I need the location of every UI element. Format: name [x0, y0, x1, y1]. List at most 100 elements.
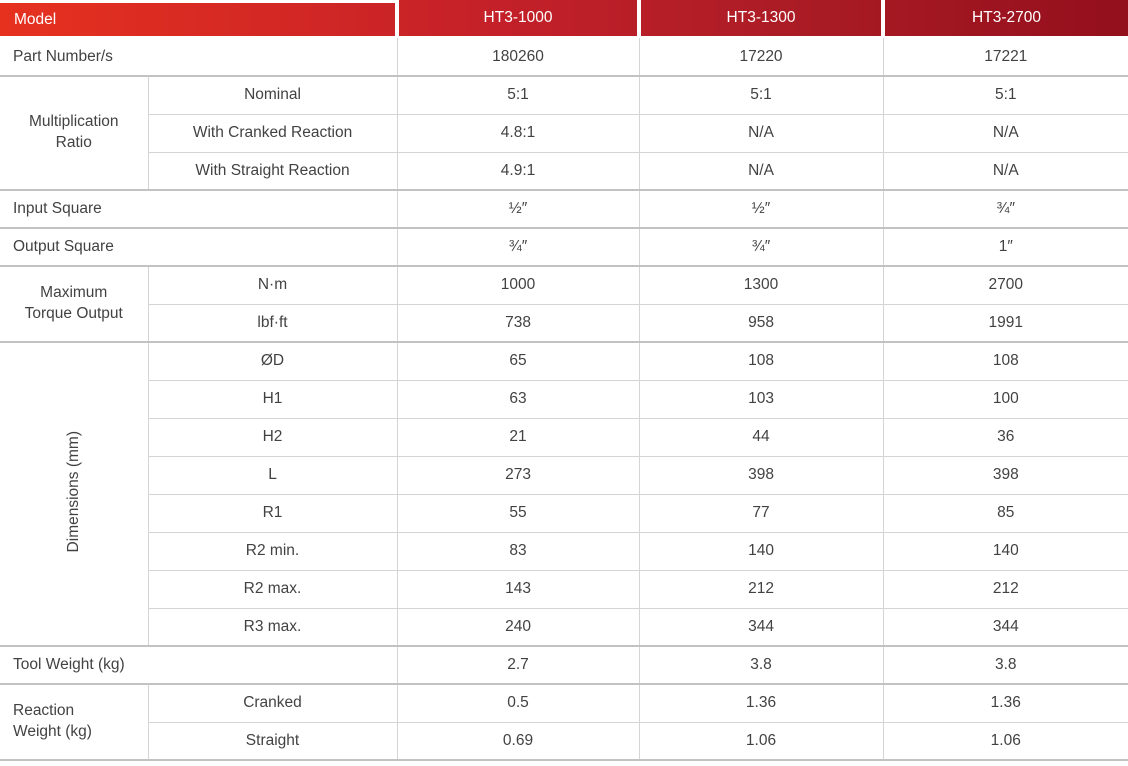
table-row: L 273 398 398 — [0, 455, 1128, 495]
value-cell: 0.69 — [396, 721, 640, 761]
value-cell: ¾″ — [882, 189, 1128, 229]
table-row: Output Square ¾″ ¾″ 1″ — [0, 227, 1128, 267]
value-cell: 344 — [882, 607, 1128, 647]
value-cell: 738 — [396, 303, 640, 343]
value-cell: 1″ — [882, 227, 1128, 267]
sub-row-label: R1 — [148, 493, 398, 533]
value-cell: 85 — [882, 493, 1128, 533]
table-row: R2 max. 143 212 212 — [0, 569, 1128, 609]
header-column-separator — [881, 0, 885, 36]
value-cell: 0.5 — [396, 683, 640, 723]
sub-row-label: L — [148, 455, 398, 495]
table-row: Reaction Weight (kg) Cranked 0.5 1.36 1.… — [0, 683, 1128, 761]
group-label-text: Multiplication Ratio — [28, 113, 119, 151]
sub-row-label: R3 max. — [148, 607, 398, 647]
value-cell: 36 — [882, 417, 1128, 457]
row-label: Output Square — [0, 227, 398, 267]
value-cell: 2.7 — [396, 645, 640, 685]
value-cell: 3.8 — [882, 645, 1128, 685]
table-row: With Straight Reaction 4.9:1 N/A N/A — [0, 151, 1128, 191]
value-cell: 273 — [396, 455, 640, 495]
spec-table-body: Part Number/s 180260 17220 17221 Multipl… — [0, 38, 1128, 761]
table-row: Maximum Torque Output N·m 1000 1300 2700 — [0, 265, 1128, 343]
group-label: Maximum Torque Output — [0, 265, 149, 343]
value-cell: 1300 — [638, 265, 884, 305]
sub-row-label: ØD — [147, 341, 398, 381]
value-cell: 2700 — [882, 265, 1128, 305]
sub-row-label: Nominal — [147, 75, 398, 115]
value-cell: ½″ — [638, 189, 884, 229]
value-cell: 212 — [638, 569, 884, 609]
value-cell: 398 — [882, 455, 1128, 495]
sub-row-label: N·m — [147, 265, 398, 305]
value-cell: 17220 — [638, 38, 884, 77]
table-row: H2 21 44 36 — [0, 417, 1128, 457]
value-cell: 5:1 — [396, 75, 640, 115]
value-cell: 1991 — [882, 303, 1128, 343]
column-header-ht3-1300: HT3-1300 — [726, 9, 796, 26]
value-cell: 1.36 — [638, 683, 884, 723]
sub-row-label: Straight — [148, 721, 398, 761]
group-label-text: Reaction Weight (kg) — [13, 702, 92, 740]
value-cell: 77 — [638, 493, 884, 533]
value-cell: 3.8 — [638, 645, 884, 685]
value-cell: 83 — [396, 531, 640, 571]
value-cell: 100 — [882, 379, 1128, 419]
table-row: H1 63 103 100 — [0, 379, 1128, 419]
row-label: Tool Weight (kg) — [0, 645, 398, 685]
row-label: Part Number/s — [0, 38, 398, 77]
header-model-label: Model — [14, 10, 57, 28]
header-column-separator — [637, 0, 641, 36]
value-cell: 17221 — [882, 38, 1128, 77]
value-cell: 1.36 — [882, 683, 1128, 723]
value-cell: N/A — [638, 151, 884, 191]
column-header-ht3-1000: HT3-1000 — [483, 9, 553, 26]
value-cell: 958 — [638, 303, 884, 343]
sub-row-label: H2 — [148, 417, 398, 457]
value-cell: 103 — [638, 379, 884, 419]
table-row: lbf·ft 738 958 1991 — [0, 303, 1128, 343]
value-cell: 180260 — [396, 38, 640, 77]
column-header-ht3-2700: HT3-2700 — [972, 9, 1041, 26]
table-row: With Cranked Reaction 4.8:1 N/A N/A — [0, 113, 1128, 153]
sub-row-label: H1 — [148, 379, 398, 419]
value-cell: 63 — [396, 379, 640, 419]
value-cell: ¾″ — [396, 227, 640, 267]
value-cell: 240 — [396, 607, 640, 647]
value-cell: 44 — [638, 417, 884, 457]
value-cell: N/A — [638, 113, 884, 153]
table-row: Tool Weight (kg) 2.7 3.8 3.8 — [0, 645, 1128, 685]
table-row: R2 min. 83 140 140 — [0, 531, 1128, 571]
sub-row-label: lbf·ft — [148, 303, 398, 343]
header-column-separator — [395, 0, 399, 36]
group-label: Dimensions (mm) — [0, 341, 149, 647]
value-cell: 65 — [396, 341, 640, 381]
value-cell: ¾″ — [638, 227, 884, 267]
table-row: Input Square ½″ ½″ ¾″ — [0, 189, 1128, 229]
value-cell: 108 — [882, 341, 1128, 381]
group-label: Reaction Weight (kg) — [0, 683, 149, 761]
value-cell: 1.06 — [638, 721, 884, 761]
table-row: R1 55 77 85 — [0, 493, 1128, 533]
value-cell: 140 — [638, 531, 884, 571]
value-cell: 108 — [638, 341, 884, 381]
value-cell: 5:1 — [882, 75, 1128, 115]
sub-row-label: R2 min. — [148, 531, 398, 571]
value-cell: 398 — [638, 455, 884, 495]
value-cell: 1.06 — [882, 721, 1128, 761]
value-cell: 140 — [882, 531, 1128, 571]
value-cell: 143 — [396, 569, 640, 609]
value-cell: 5:1 — [638, 75, 884, 115]
table-row: Part Number/s 180260 17220 17221 — [0, 38, 1128, 77]
group-label-text: Maximum Torque Output — [24, 284, 123, 322]
group-label: Multiplication Ratio — [0, 75, 149, 191]
table-row: R3 max. 240 344 344 — [0, 607, 1128, 647]
value-cell: N/A — [882, 151, 1128, 191]
sub-row-label: Cranked — [147, 683, 398, 723]
value-cell: 21 — [396, 417, 640, 457]
sub-row-label: R2 max. — [148, 569, 398, 609]
table-header-row: Model HT3-1000 HT3-1300 HT3-2700 — [0, 0, 1128, 38]
value-cell: 212 — [882, 569, 1128, 609]
row-label: Input Square — [0, 189, 398, 229]
